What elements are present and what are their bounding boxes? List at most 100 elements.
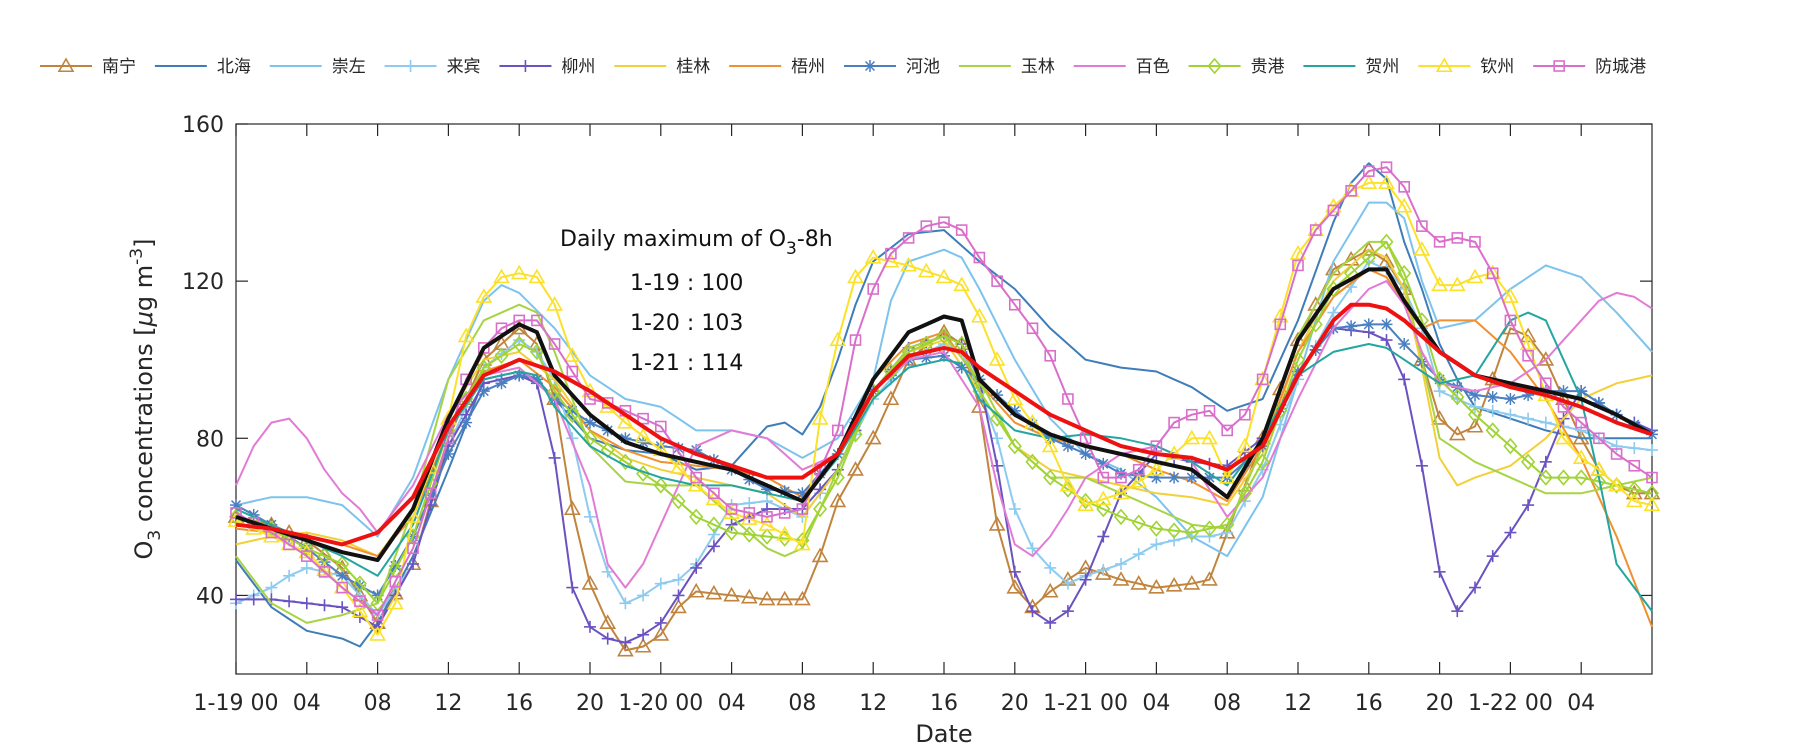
series-line: [235, 162, 1652, 648]
data-point: [1398, 373, 1411, 386]
legend-item: 钦州: [1418, 57, 1514, 77]
data-point: [1431, 410, 1448, 425]
data-point: [283, 595, 296, 608]
data-point: [300, 597, 313, 610]
y-tick-labels: 40 80 120 160: [182, 113, 224, 609]
data-point: [1522, 349, 1534, 362]
data-point: [707, 528, 720, 541]
data-point: [566, 365, 579, 378]
data-point: [1006, 390, 1024, 406]
data-point: [1167, 522, 1182, 539]
data-point: [1363, 165, 1375, 177]
data-point: [1201, 429, 1218, 445]
data-point: [725, 503, 738, 515]
data-point: [424, 487, 437, 500]
data-point: [813, 500, 828, 518]
data-point: [617, 413, 634, 429]
data-point: [1168, 534, 1181, 547]
data-point: [601, 397, 614, 409]
data-point: [847, 461, 864, 476]
data-point: [1292, 259, 1304, 272]
data-point: [1115, 558, 1127, 570]
legend-label: 梧州: [791, 57, 825, 77]
data-point: [652, 626, 670, 641]
data-point: [1380, 318, 1393, 331]
data-point: [1079, 432, 1092, 445]
data-point: [776, 525, 794, 541]
data-point: [519, 60, 532, 72]
data-point: [300, 561, 313, 574]
data-point: [1504, 314, 1517, 327]
data-point: [1256, 373, 1269, 386]
series-崇左: [235, 201, 1653, 558]
x-tick-label: 12: [434, 691, 462, 716]
data-point: [335, 555, 350, 573]
data-point: [687, 476, 705, 492]
axis-ticks: [235, 123, 1652, 674]
data-point: [1327, 306, 1340, 319]
data-point: [795, 532, 810, 549]
data-point: [389, 575, 402, 588]
data-point: [672, 573, 685, 586]
data-point: [1025, 453, 1040, 471]
data-point: [565, 406, 580, 423]
series-mean-15: [235, 302, 1653, 547]
y-axis-label: O3 concentrations [μg m-3]: [127, 239, 165, 560]
x-tick-label: 16: [505, 691, 533, 716]
x-tick-label: 1-21 00: [1043, 691, 1128, 716]
data-point: [529, 343, 544, 361]
data-point: [1061, 605, 1074, 618]
data-point: [584, 620, 596, 633]
data-point: [407, 558, 419, 570]
data-point: [1574, 469, 1589, 486]
legend-label: 崇左: [332, 57, 366, 77]
data-point: [1236, 437, 1254, 453]
legend-item: 南宁: [40, 57, 136, 77]
x-tick-label: 04: [293, 691, 321, 716]
legend-label: 南宁: [102, 57, 136, 77]
data-point: [1522, 499, 1535, 512]
data-point: [1096, 500, 1111, 518]
series-南宁: [227, 241, 1661, 657]
data-point: [1503, 437, 1518, 455]
data-point: [1061, 577, 1074, 590]
y-tick-label: 120: [182, 270, 224, 295]
data-point: [1413, 241, 1431, 256]
data-point: [829, 492, 847, 508]
legend-item: 百色: [1073, 57, 1170, 77]
legend-label: 百色: [1136, 57, 1170, 77]
data-point: [283, 538, 295, 551]
data-point: [548, 338, 561, 350]
data-point: [300, 550, 313, 562]
data-point: [1239, 408, 1251, 421]
data-point: [1327, 204, 1340, 217]
data-point: [758, 590, 776, 606]
data-point: [404, 60, 417, 72]
data-point: [1044, 349, 1056, 362]
legend-label: 玉林: [1021, 57, 1055, 77]
data-point: [637, 628, 650, 641]
data-point: [477, 342, 490, 354]
data-point: [1575, 424, 1588, 437]
plot-frame: [235, 123, 1653, 675]
data-point: [1397, 265, 1412, 282]
data-point: [1360, 241, 1378, 256]
data-point: [988, 351, 1006, 366]
data-point: [1450, 388, 1465, 406]
series-line: [235, 311, 1653, 612]
data-point: [1361, 249, 1376, 266]
data-point: [794, 590, 811, 606]
data-point: [1466, 417, 1484, 433]
data-point: [584, 393, 596, 405]
data-point: [1416, 220, 1428, 232]
data-point: [283, 569, 296, 582]
data-point: [1572, 449, 1590, 464]
data-point: [1433, 565, 1446, 578]
series-line: [235, 302, 1653, 547]
data-point: [318, 566, 331, 578]
data-point: [991, 275, 1003, 287]
data-point: [654, 616, 667, 629]
data-point: [1610, 440, 1623, 453]
data-point: [1398, 338, 1411, 350]
data-point: [599, 614, 617, 629]
